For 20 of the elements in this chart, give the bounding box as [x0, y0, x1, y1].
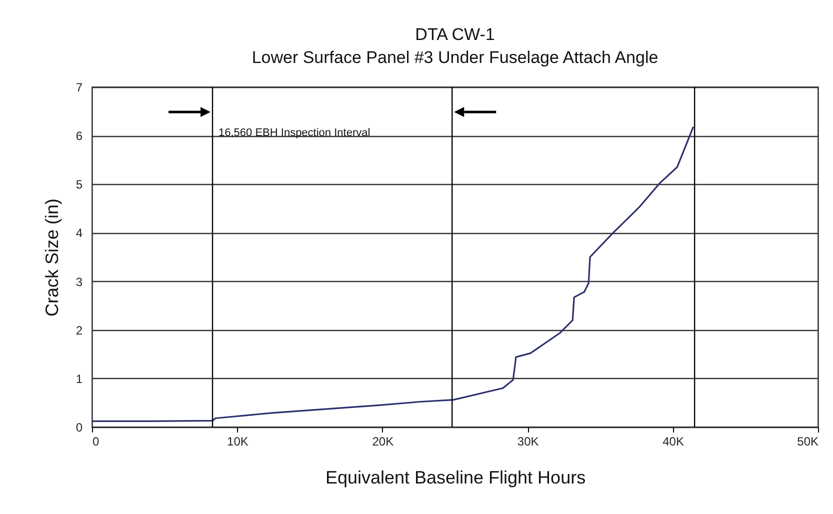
x-axis-title: Equivalent Baseline Flight Hours	[325, 468, 586, 488]
y-tick-label: 3	[76, 274, 83, 289]
annotation: 16,560 EBH Inspection Interval	[218, 126, 370, 139]
y-tick-label: 1	[76, 372, 83, 386]
y-tick-label: 4	[76, 226, 83, 240]
x-tick-label: 50K	[797, 434, 818, 448]
y-tick-label: 2	[76, 323, 83, 338]
x-tick-label: 10K	[227, 434, 248, 448]
line-series	[92, 126, 694, 422]
x-tick-label: 0	[92, 434, 100, 448]
y-tick-label: 7	[76, 80, 83, 94]
y-axis-title: Crack Size (in)	[42, 198, 62, 317]
y-tick-label: 6	[76, 129, 83, 144]
chart-title: DTA CW-1	[415, 25, 495, 44]
x-tick-label: 40K	[662, 434, 684, 448]
chart-subtitle: Lower Surface Panel #3 Under Fuselage Attach Angle	[252, 48, 658, 67]
x-tick-label: 30K	[517, 434, 539, 448]
y-tick-label: 0	[76, 420, 83, 434]
y-tick-label: 5	[76, 178, 83, 192]
x-tick-label: 20K	[372, 434, 394, 448]
